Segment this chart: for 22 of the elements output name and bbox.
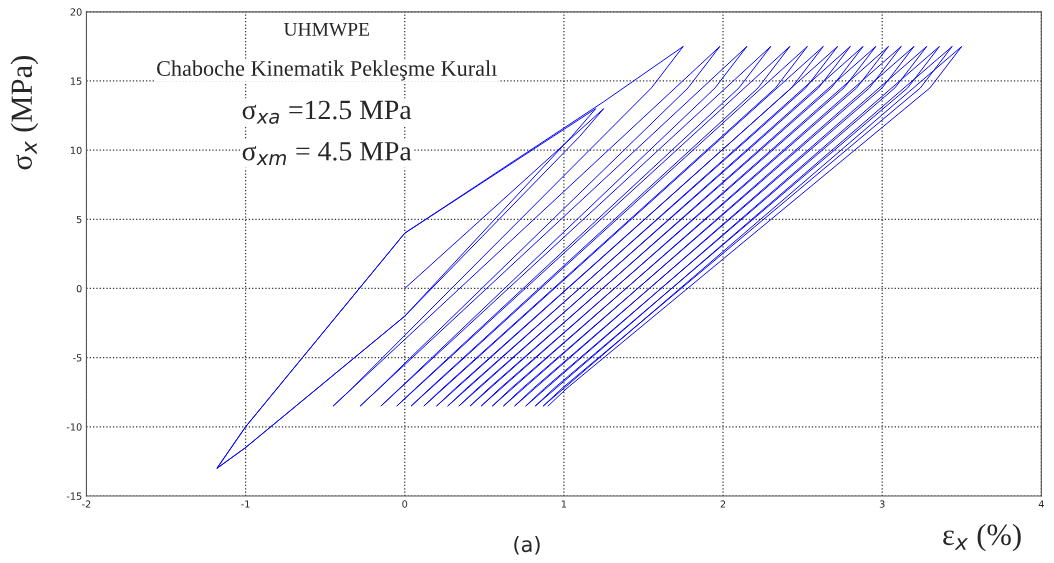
x-tick-label: 3 [879, 500, 885, 508]
y-axis-title: σ$_{x}$ (MPa) [10, 56, 39, 170]
x-tick-label: 2 [720, 500, 726, 508]
annotation: UHMWPE [283, 22, 369, 36]
y-tick-label: 20 [70, 8, 82, 16]
text: (a) [514, 536, 540, 555]
y-tick-label: -15 [66, 492, 82, 500]
annotation: σ$_{xm}$ = 4.5 MPa [242, 142, 412, 165]
y-tick-label: 0 [76, 284, 82, 293]
y-tick-label: 15 [70, 77, 82, 85]
x-tick-label: 0 [402, 500, 408, 508]
y-tick-label: -5 [73, 354, 82, 362]
annotation: σ$_{xa}$ =12.5 MPa [242, 100, 412, 124]
y-tick-label: 10 [70, 146, 82, 154]
x-tick-label: -1 [241, 500, 250, 508]
x-axis-title: ε$_{x}$ (%) [943, 523, 1021, 552]
x-tick-label: -2 [82, 500, 91, 508]
y-tick-label: 5 [76, 215, 82, 224]
x-tick-label: 4 [1038, 500, 1044, 508]
annotation: Chaboche Kinematik Pekleşme Kuralı [157, 60, 497, 81]
y-tick-label: -10 [66, 423, 82, 431]
x-tick-label: 1 [561, 500, 567, 508]
